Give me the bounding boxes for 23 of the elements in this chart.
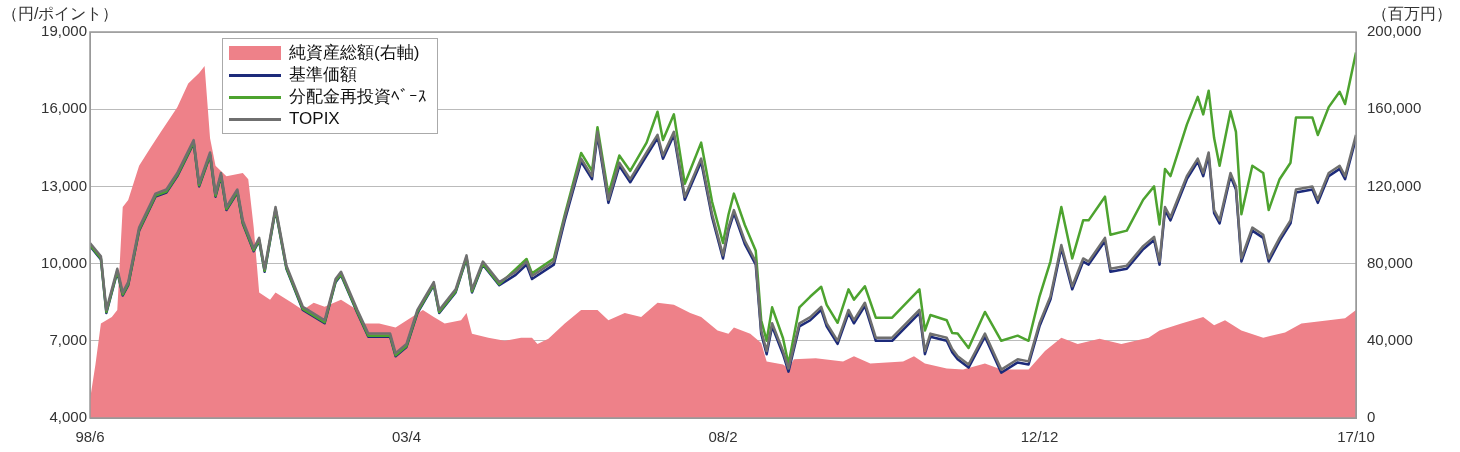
y2-tick-label: 200,000 <box>1367 22 1422 40</box>
legend-label: 基準価額 <box>289 64 357 86</box>
x-tick-label: 08/2 <box>708 428 738 446</box>
y2-tick-label: 160,000 <box>1367 99 1422 117</box>
y-tick-label: 4,000 <box>49 408 87 426</box>
legend-label: 分配金再投資ﾍﾞｰｽ <box>289 86 427 108</box>
x-tick-label: 17/10 <box>1337 428 1375 446</box>
y2-tick-label: 120,000 <box>1367 176 1422 194</box>
x-tick-label: 12/12 <box>1020 428 1059 446</box>
legend-label: 純資産総額(右軸) <box>289 42 420 64</box>
x-tick-label: 98/6 <box>75 428 105 446</box>
y2-tick-label: 40,000 <box>1367 330 1413 348</box>
y2-tick-label: 80,000 <box>1367 253 1413 271</box>
x-tick-label: 03/4 <box>391 428 422 446</box>
y-axis-title: （円/ポイント） <box>2 5 119 22</box>
y2-axis-title: （百万円） <box>1372 5 1452 22</box>
legend-label: TOPIX <box>289 108 340 130</box>
y-tick-label: 7,000 <box>49 330 87 348</box>
y-tick-label: 10,000 <box>41 253 87 271</box>
y-tick-label: 13,000 <box>41 176 87 194</box>
y-tick-label: 16,000 <box>41 99 87 117</box>
y2-tick-label: 0 <box>1367 408 1376 426</box>
y-tick-label: 19,000 <box>41 22 87 40</box>
